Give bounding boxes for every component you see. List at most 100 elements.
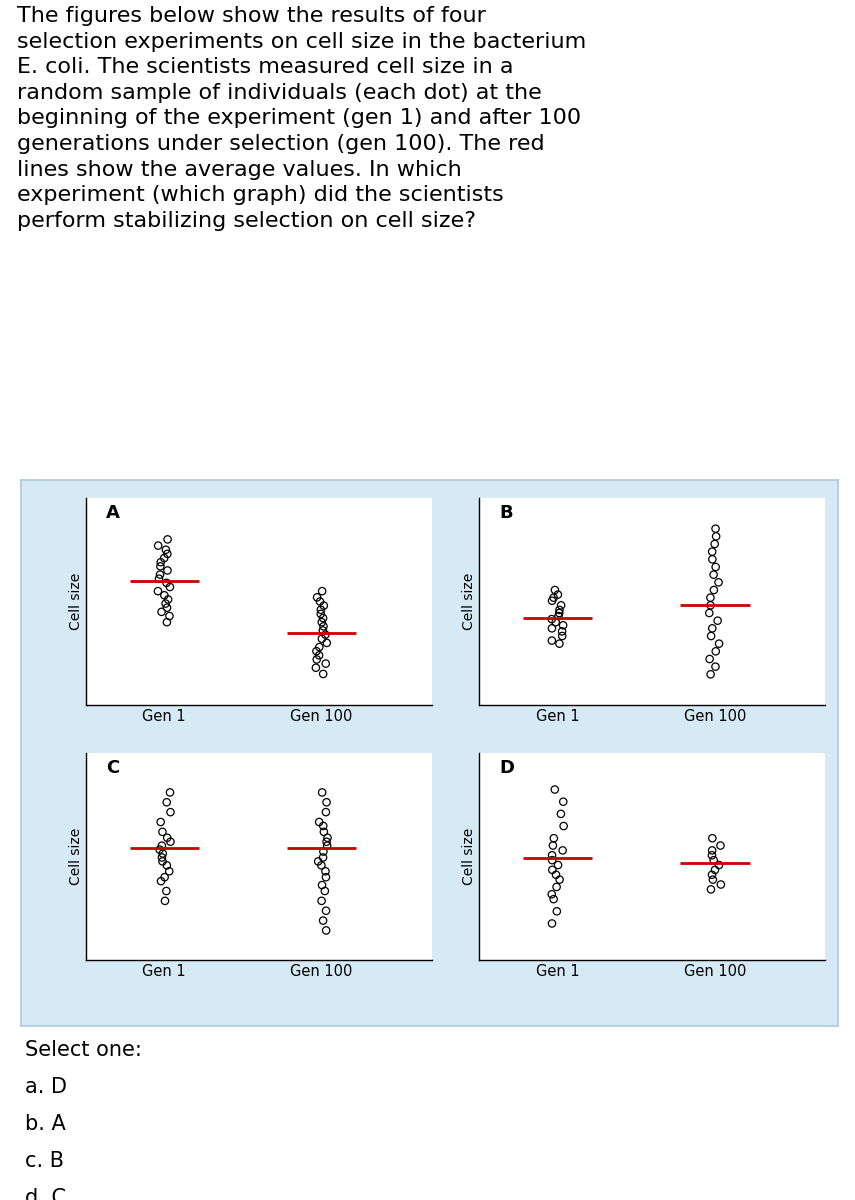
Point [709, 642, 722, 661]
Point [709, 658, 722, 677]
Point [156, 844, 169, 863]
Point [554, 804, 568, 823]
Point [547, 829, 561, 848]
Point [545, 619, 559, 638]
Point [545, 846, 559, 865]
Point [705, 550, 719, 569]
Point [706, 870, 720, 889]
Point [161, 545, 174, 564]
Point [319, 803, 333, 822]
Point [547, 889, 561, 908]
Point [703, 604, 716, 623]
Point [154, 871, 168, 890]
Text: Select one:: Select one: [26, 1040, 142, 1061]
Point [156, 822, 169, 841]
Point [552, 634, 566, 653]
Point [163, 577, 177, 596]
Point [159, 594, 173, 613]
Point [162, 862, 176, 881]
Point [313, 592, 327, 611]
Point [155, 602, 168, 622]
Point [545, 592, 559, 611]
Point [161, 828, 174, 847]
Point [160, 574, 174, 593]
Point [152, 569, 166, 588]
Point [312, 637, 326, 656]
Point [545, 884, 558, 904]
Point [714, 836, 728, 856]
Point [557, 616, 570, 635]
Point [557, 792, 570, 811]
Point [315, 876, 329, 895]
Point [160, 793, 174, 812]
Point [545, 610, 558, 629]
Point [707, 851, 721, 870]
Y-axis label: Cell size: Cell size [68, 572, 83, 630]
Point [312, 646, 326, 665]
Point [311, 852, 325, 871]
Point [707, 581, 721, 600]
Point [553, 870, 567, 889]
Point [320, 634, 333, 653]
Point [319, 862, 333, 881]
Point [161, 529, 174, 548]
Point [551, 856, 565, 875]
Text: d. C: d. C [26, 1188, 67, 1200]
Point [556, 626, 569, 646]
Y-axis label: Cell size: Cell size [462, 828, 476, 886]
Point [703, 649, 716, 668]
Point [547, 588, 561, 607]
Point [708, 534, 722, 553]
Point [705, 865, 719, 884]
Point [711, 611, 724, 630]
Point [160, 612, 174, 631]
Text: B: B [499, 504, 513, 522]
Point [705, 619, 719, 638]
Point [319, 868, 333, 887]
Point [714, 875, 728, 894]
Point [319, 625, 333, 644]
Point [707, 565, 721, 584]
Point [704, 665, 717, 684]
Point [316, 911, 330, 930]
Point [154, 812, 168, 832]
Point [315, 612, 328, 631]
Point [704, 588, 717, 607]
Point [556, 841, 569, 860]
Text: b. A: b. A [26, 1115, 66, 1134]
Point [160, 881, 174, 900]
Point [163, 782, 177, 802]
Point [550, 877, 563, 896]
Point [163, 803, 177, 822]
Point [551, 584, 564, 604]
Point [154, 552, 168, 571]
Point [548, 581, 562, 600]
Point [316, 848, 330, 868]
Point [712, 634, 726, 653]
Point [316, 842, 330, 862]
Text: c. B: c. B [26, 1151, 64, 1171]
Point [320, 793, 333, 812]
Point [552, 600, 566, 619]
Point [321, 828, 334, 847]
Point [314, 600, 327, 619]
Point [321, 836, 334, 856]
Point [317, 596, 331, 616]
Point [160, 856, 174, 875]
Point [705, 829, 719, 848]
Point [316, 620, 330, 640]
Point [156, 852, 169, 871]
Point [312, 812, 326, 832]
Point [704, 880, 717, 899]
Point [314, 605, 327, 624]
Point [153, 565, 167, 584]
Point [545, 914, 559, 934]
Point [151, 536, 165, 556]
Point [546, 836, 560, 856]
Text: The figures below show the results of four
selection experiments on cell size in: The figures below show the results of fo… [17, 6, 587, 230]
Point [316, 816, 330, 835]
Point [160, 598, 174, 617]
Point [705, 542, 719, 562]
Point [157, 548, 171, 568]
Point [318, 881, 332, 900]
